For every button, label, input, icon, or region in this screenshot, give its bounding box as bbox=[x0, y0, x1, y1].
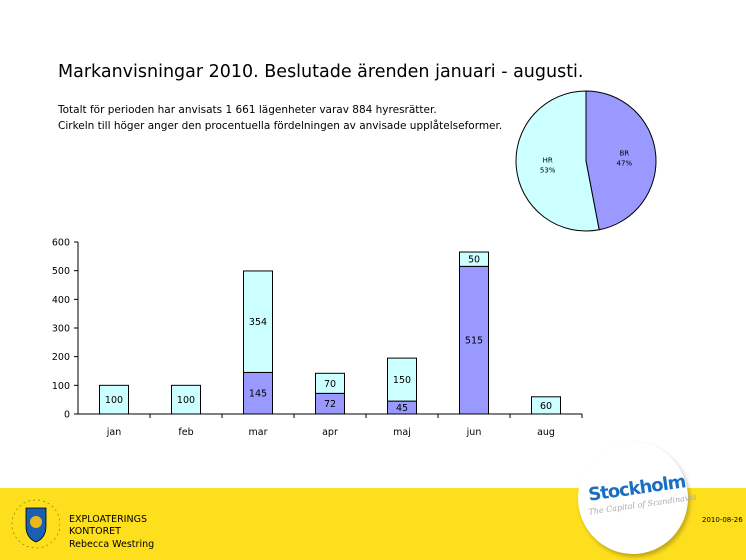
data-label: 354 bbox=[249, 317, 267, 328]
bar-hr-feb bbox=[171, 384, 201, 415]
pie-label: BR bbox=[619, 149, 629, 157]
x-tick-label: jan bbox=[106, 427, 121, 438]
data-label: 50 bbox=[468, 255, 480, 266]
stockholm-seal-icon bbox=[11, 499, 60, 549]
y-tick-label: 0 bbox=[64, 410, 70, 421]
x-tick-label: feb bbox=[178, 427, 193, 438]
bar-hr-jan bbox=[99, 384, 129, 415]
author-name: Rebecca Westring bbox=[69, 539, 155, 550]
x-tick-label: aug bbox=[537, 427, 555, 438]
pie-percent: 47% bbox=[617, 159, 633, 167]
pie-slice-br bbox=[585, 90, 657, 231]
bar-hr-maj bbox=[387, 357, 417, 402]
pie-label: HR bbox=[543, 157, 553, 165]
x-tick-label: maj bbox=[393, 427, 411, 438]
y-tick-label: 100 bbox=[52, 381, 70, 392]
data-label: 515 bbox=[465, 336, 483, 347]
bar-br-jun bbox=[459, 265, 489, 415]
subtitle-line-1: Totalt för perioden har anvisats 1 661 l… bbox=[58, 104, 437, 116]
data-label: 45 bbox=[396, 403, 408, 414]
y-tick-label: 200 bbox=[52, 352, 70, 363]
org-line-1: EXPLOATERINGS bbox=[69, 514, 147, 525]
x-tick-label: jun bbox=[466, 427, 482, 438]
org-line-2: KONTORET bbox=[69, 526, 121, 537]
y-tick-label: 400 bbox=[52, 295, 70, 306]
data-label: 60 bbox=[540, 401, 552, 412]
y-tick-label: 600 bbox=[52, 238, 70, 249]
data-label: 70 bbox=[324, 379, 336, 390]
pie-slice-hr bbox=[515, 90, 600, 232]
bar-hr-jun bbox=[459, 251, 489, 267]
data-label: 100 bbox=[105, 395, 123, 406]
page-title: Markanvisningar 2010. Beslutade ärenden … bbox=[58, 62, 584, 82]
data-label: 72 bbox=[324, 399, 336, 410]
pie-percent: 53% bbox=[540, 167, 556, 175]
bar-hr-apr bbox=[315, 372, 345, 394]
bar-hr-aug bbox=[531, 396, 561, 415]
subtitle-line-2: Cirkeln till höger anger den procentuell… bbox=[58, 120, 503, 132]
data-label: 145 bbox=[249, 389, 267, 400]
y-tick-label: 300 bbox=[52, 324, 70, 335]
stockholm-logo: Stockholm The Capital of Scandinavia bbox=[578, 442, 697, 554]
y-tick-label: 500 bbox=[52, 266, 70, 277]
chart-area: 0 100 200 300 400 500 600 jan 100 feb 100 mar 145 354… bbox=[52, 90, 657, 438]
data-label: 150 bbox=[393, 375, 411, 386]
x-tick-label: mar bbox=[249, 427, 268, 438]
date: 2010-08-26 bbox=[702, 516, 743, 524]
bar-hr-mar bbox=[243, 270, 273, 373]
data-label: 100 bbox=[177, 395, 195, 406]
x-tick-label: apr bbox=[322, 427, 338, 438]
